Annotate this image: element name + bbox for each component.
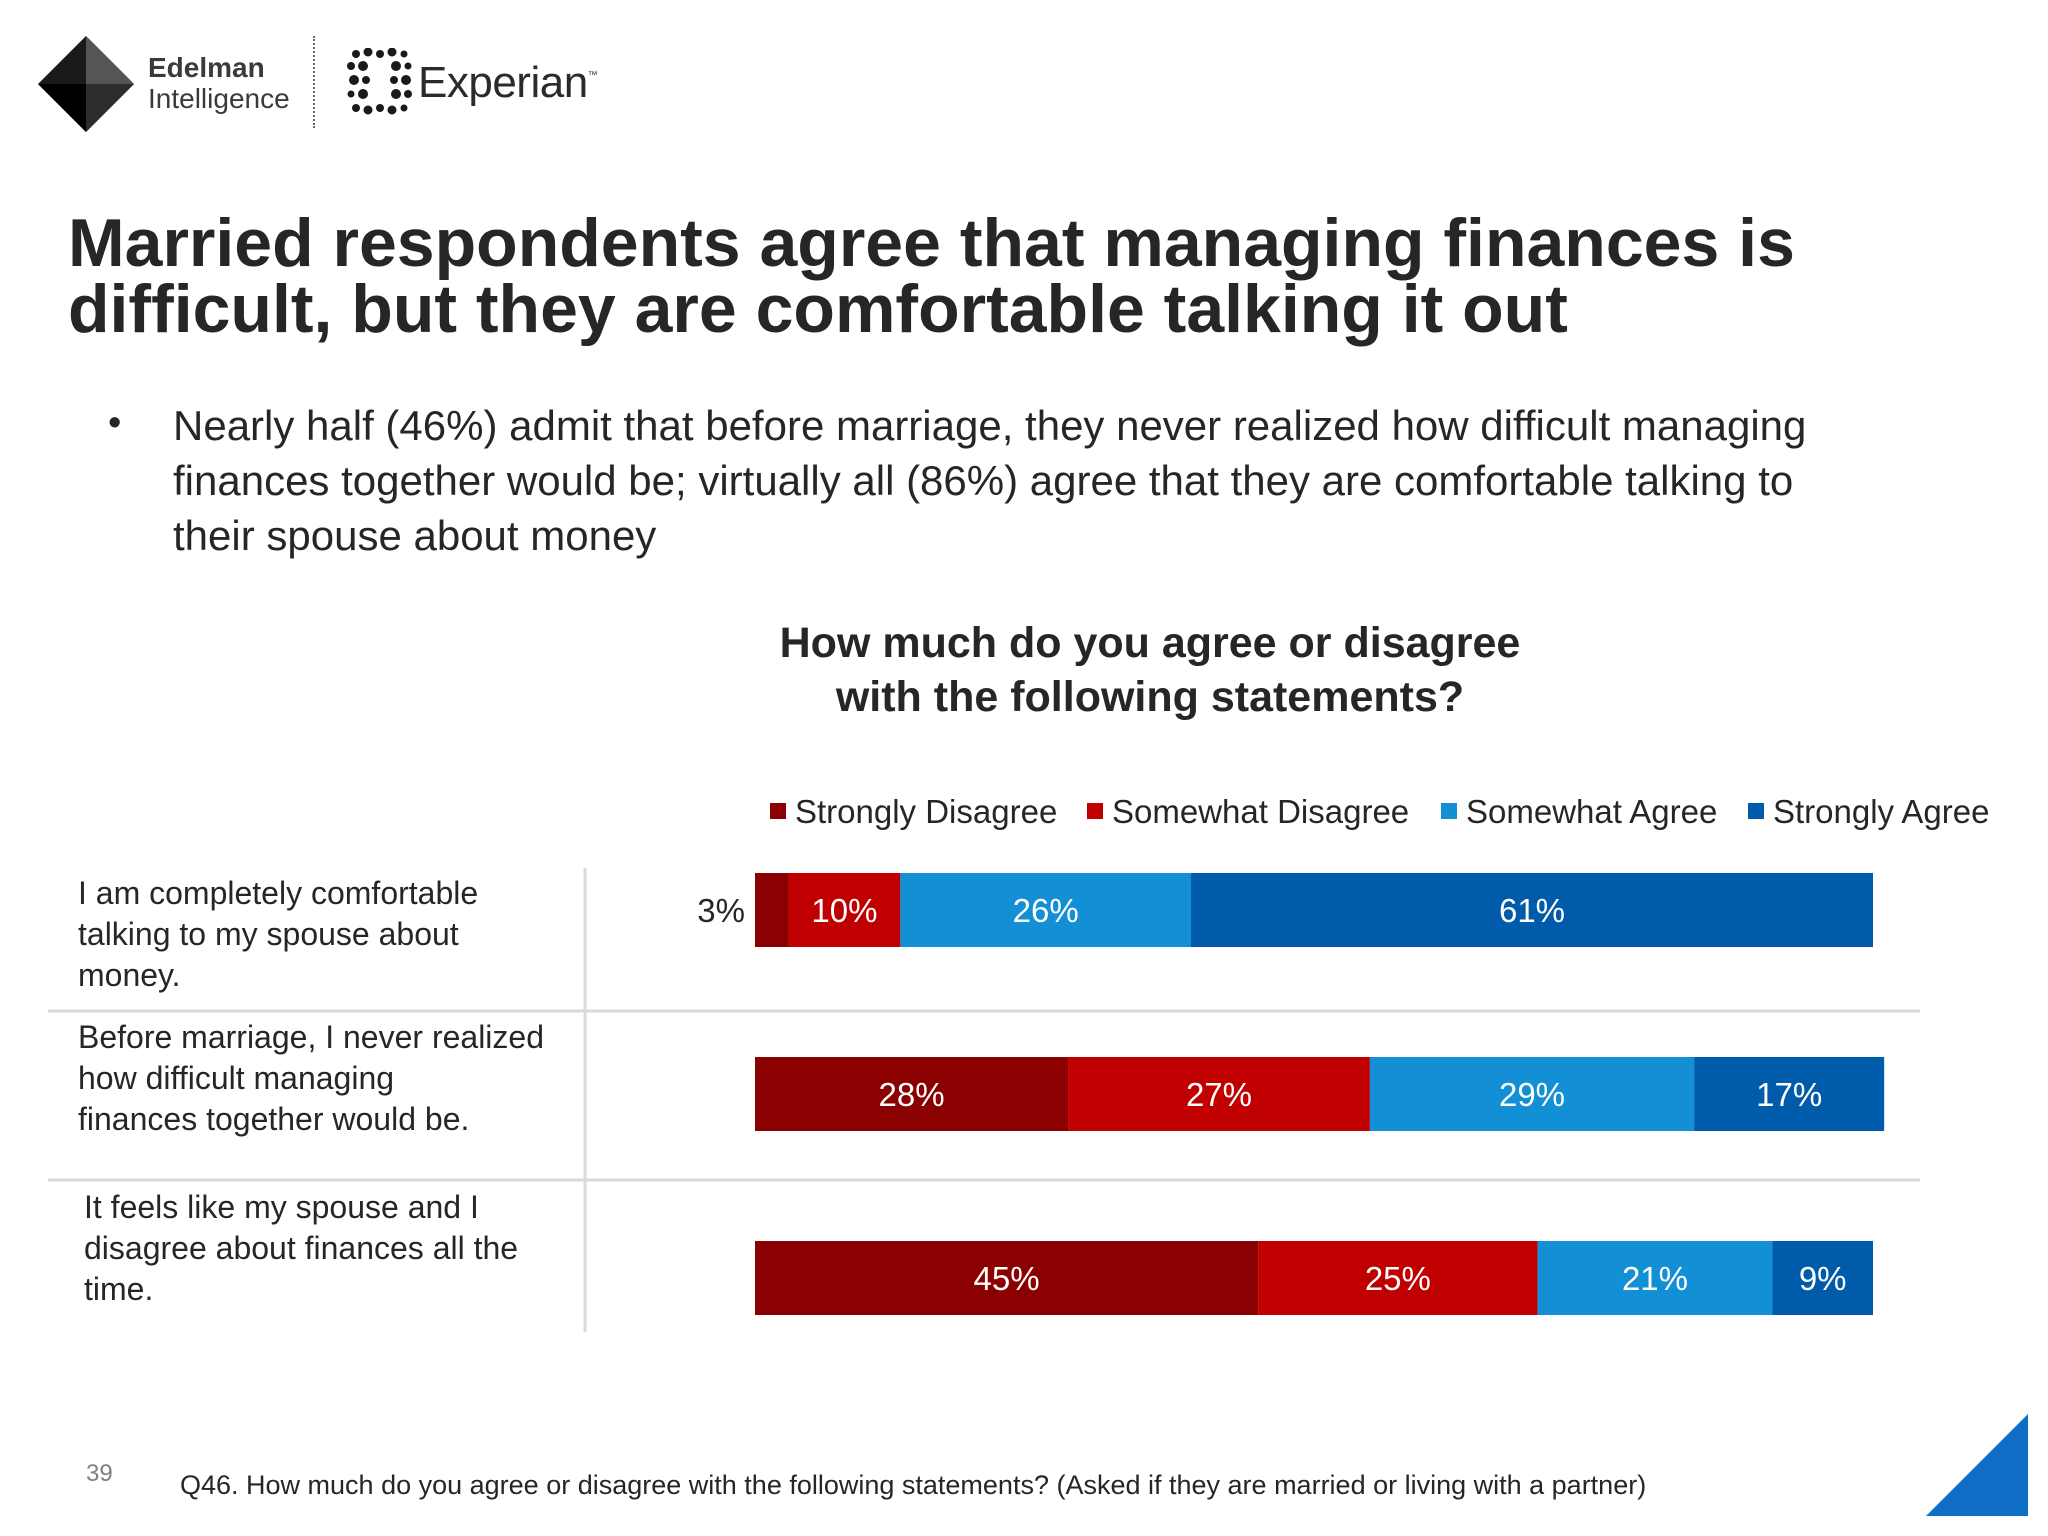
experian-logo-word: Experian (418, 58, 588, 107)
bar-segment-1-0 (755, 1057, 1069, 1131)
statement-1-line-1: how difficult managing (78, 1060, 394, 1096)
experian-logo-text: Experian™ (418, 58, 598, 108)
data-label-0-3: 61% (1499, 892, 1565, 929)
statement-0-line-0: I am completely comfortable (78, 875, 478, 911)
logo-divider (313, 36, 315, 128)
page-title: Married respondents agree that managing … (68, 205, 1795, 347)
bullet-text: Nearly half (46%) admit that before marr… (173, 402, 1807, 559)
bar-segment-0-2 (900, 873, 1192, 947)
bar-segment-0-1 (788, 873, 901, 947)
chart-title-line-2: with the following statements? (835, 673, 1465, 721)
experian-logo-icon (347, 48, 412, 115)
statement-0-line-2: money. (78, 957, 181, 993)
edelman-logo-line1: Edelman (148, 52, 265, 83)
legend-label-2: Somewhat Agree (1466, 793, 1717, 830)
data-label-0-0: 3% (697, 892, 745, 929)
bullet-marker: • (108, 402, 122, 444)
data-label-2-1: 25% (1365, 1260, 1431, 1297)
statement-2-line-1: disagree about finances all the (84, 1230, 518, 1266)
legend-label-0: Strongly Disagree (795, 793, 1057, 830)
bar-segment-1-1 (1068, 1057, 1370, 1131)
chart-bars: 3% 10% 26% 61% 28% 27% 29% 17% 45% 25% 21% 9% (697, 873, 1885, 1315)
legend-label-1: Somewhat Disagree (1112, 793, 1409, 830)
statement-2-line-0: It feels like my spouse and I (84, 1189, 479, 1225)
data-label-0-2: 26% (1013, 892, 1079, 929)
data-label-2-2: 21% (1622, 1260, 1688, 1297)
chart-title-line-1: How much do you agree or disagree (779, 619, 1521, 667)
bar-segment-0-3 (1191, 873, 1873, 947)
statement-0-line-1: talking to my spouse about (78, 916, 459, 952)
bar-segment-2-1 (1258, 1241, 1538, 1315)
legend-label-3: Strongly Agree (1773, 793, 1989, 830)
page-number: 39 (86, 1460, 113, 1487)
data-label-2-0: 45% (974, 1260, 1040, 1297)
data-label-1-3: 17% (1756, 1076, 1822, 1113)
corner-triangle-decoration (1926, 1414, 2028, 1516)
legend-swatch-0 (770, 803, 786, 819)
statement-1-line-2: finances together would be. (78, 1101, 469, 1137)
data-label-0-1: 10% (811, 892, 877, 929)
statement-2-line-2: time. (84, 1271, 153, 1307)
edelman-logo-text: Edelman Intelligence (148, 52, 298, 114)
edelman-logo-icon (38, 36, 134, 132)
bar-segment-2-3 (1772, 1241, 1873, 1315)
bar-segment-2-0 (755, 1241, 1259, 1315)
chart-legend: Strongly Disagree Somewhat Disagree Somewh… (770, 793, 1989, 830)
legend-swatch-1 (1087, 803, 1103, 819)
bar-segment-1-2 (1369, 1057, 1695, 1131)
data-label-1-1: 27% (1186, 1076, 1252, 1113)
bar-segment-1-3 (1694, 1057, 1885, 1131)
chart-row-dividers (48, 868, 1920, 1332)
experian-trademark: ™ (587, 70, 598, 81)
legend-swatch-2 (1441, 803, 1457, 819)
footnote: Q46. How much do you agree or disagree w… (180, 1470, 1647, 1500)
data-label-1-0: 28% (878, 1076, 944, 1113)
statement-labels: I am completely comfortable talking to my… (78, 875, 544, 1307)
statement-1-line-0: Before marriage, I never realized (78, 1019, 544, 1055)
data-label-1-2: 29% (1499, 1076, 1565, 1113)
edelman-logo-line2: Intelligence (148, 83, 290, 114)
legend-swatch-3 (1748, 803, 1764, 819)
bar-segment-2-2 (1537, 1241, 1773, 1315)
data-label-2-3: 9% (1799, 1260, 1847, 1297)
chart-title: How much do you agree or disagree with t… (700, 616, 1600, 724)
bar-segment-0-0 (755, 873, 789, 947)
